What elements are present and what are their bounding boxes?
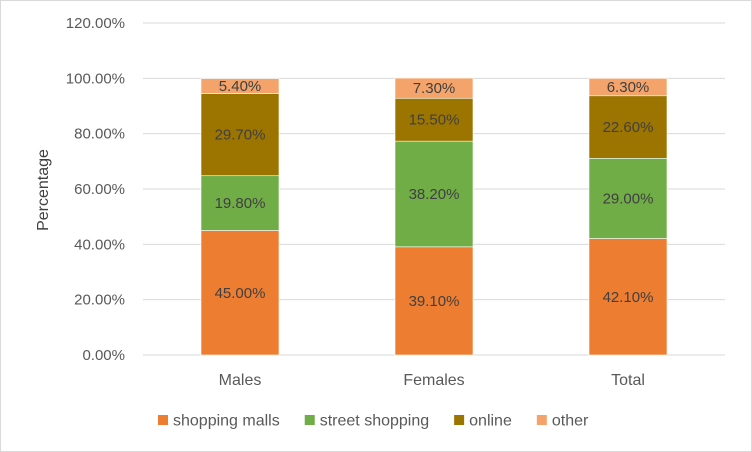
y-tick-label: 40.00% [74, 236, 125, 253]
data-label: 29.70% [215, 127, 266, 144]
data-label: 39.10% [409, 293, 460, 310]
data-label: 42.10% [603, 289, 654, 306]
bars: 45.00% 19.80% 29.70% 5.40% 39.10% 38.20% 15.50… [200, 77, 668, 356]
bar-segment [394, 77, 474, 99]
data-label: 5.40% [219, 78, 262, 95]
legend: shopping malls street shopping online other [158, 413, 589, 430]
y-tick-label: 20.00% [74, 292, 125, 309]
legend-label: online [469, 413, 512, 430]
y-tick-label: 120.00% [66, 15, 125, 32]
data-label: 29.00% [603, 190, 654, 207]
y-tick-label: 80.00% [74, 126, 125, 143]
bar-segment [588, 238, 668, 356]
data-label: 7.30% [413, 80, 456, 97]
bar-segment [200, 230, 280, 356]
legend-swatch [536, 415, 547, 425]
bar-segment [200, 78, 280, 94]
bar-segment [200, 175, 280, 231]
data-label: 15.50% [409, 112, 460, 129]
data-label: 22.60% [603, 119, 654, 136]
bar-segment [394, 246, 474, 356]
legend-swatch [304, 415, 315, 425]
legend-swatch [454, 415, 465, 425]
x-category-label: Total [611, 372, 645, 389]
data-label: 19.80% [215, 195, 266, 212]
legend-label: street shopping [320, 413, 429, 430]
y-axis-tick-labels: 0.00% 20.00% 40.00% 60.00% 80.00% 100.00% 120.… [66, 15, 125, 364]
x-axis-category-labels: Males Females Total [219, 372, 645, 389]
x-category-label: Females [403, 372, 464, 389]
bar-segment [588, 78, 668, 97]
bar-segment [200, 93, 280, 177]
data-label: 38.20% [409, 186, 460, 203]
y-tick-label: 60.00% [74, 181, 125, 198]
data-label: 6.30% [607, 79, 650, 96]
bar-segment [394, 140, 474, 248]
legend-swatch [158, 415, 168, 425]
legend-label: shopping malls [173, 413, 280, 430]
legend-label: other [552, 413, 589, 430]
x-category-label: Males [219, 372, 262, 389]
bar-segment [588, 95, 668, 159]
y-tick-label: 0.00% [82, 347, 125, 364]
bar-segment [588, 157, 668, 239]
y-tick-label: 100.00% [66, 70, 125, 87]
bar-segment [394, 97, 474, 142]
data-label: 45.00% [215, 285, 266, 302]
y-axis-label: Percentage [35, 149, 52, 231]
